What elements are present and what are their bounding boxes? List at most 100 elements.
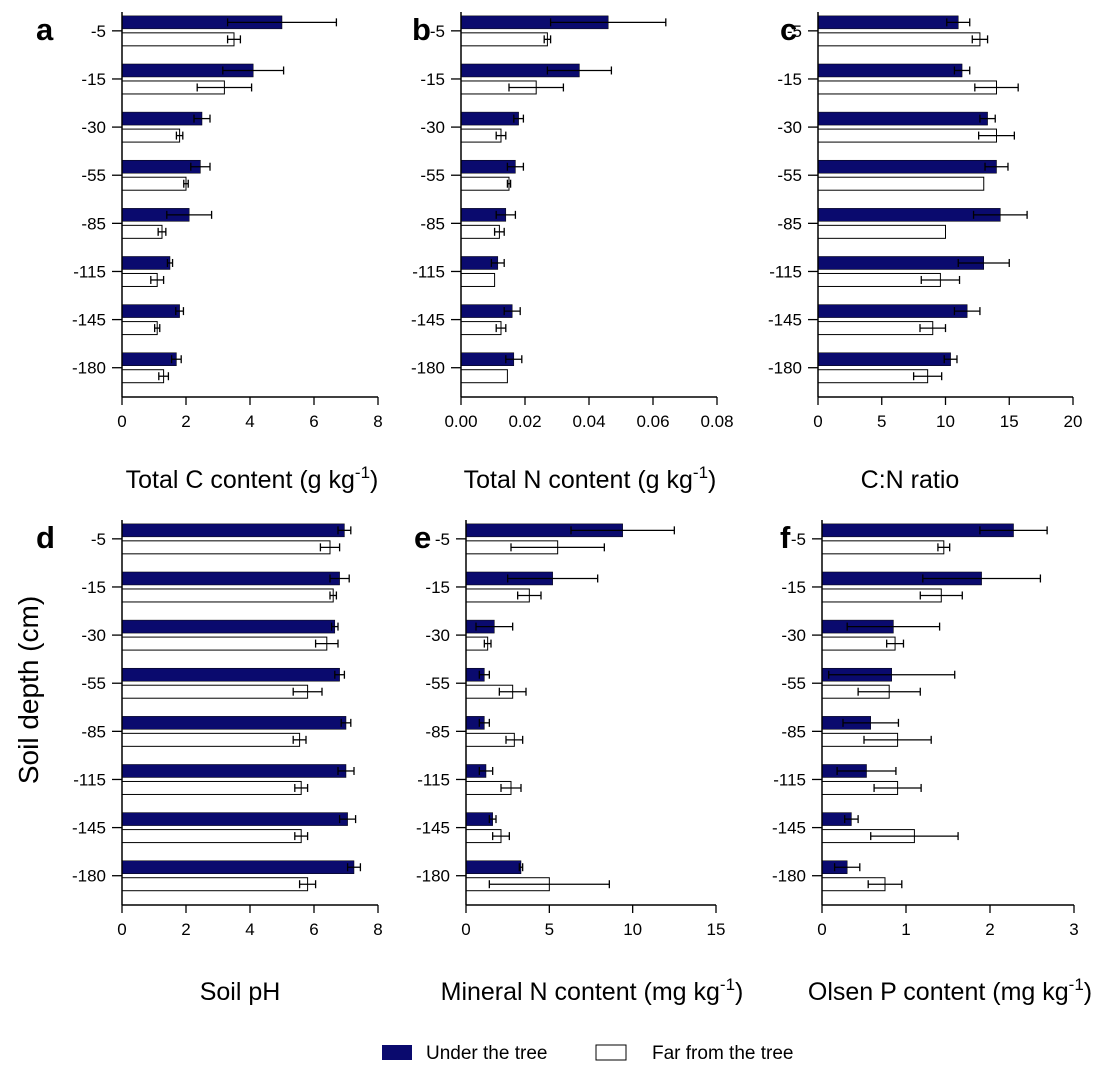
bar-a-under-6 bbox=[121, 304, 180, 318]
bar-c-far-7 bbox=[817, 369, 929, 384]
y-tick-label-d-3: -55 bbox=[81, 674, 106, 693]
y-tick-label-a-2: -30 bbox=[81, 118, 106, 137]
bar-c-far-6 bbox=[817, 321, 934, 336]
y-tick-label-c-2: -30 bbox=[777, 118, 802, 137]
x-tick-label-a-0: 0 bbox=[117, 412, 126, 431]
y-tick-label-c-1: -15 bbox=[777, 70, 802, 89]
bar-d-under-4 bbox=[121, 716, 347, 730]
bar-a-under-2 bbox=[121, 111, 203, 126]
y-tick-label-c-0: -5 bbox=[787, 22, 802, 41]
x-tick-label-c-4: 20 bbox=[1064, 412, 1083, 431]
y-tick-label-c-5: -115 bbox=[769, 262, 802, 281]
x-axis-label-e: Mineral N content (mg kg-1) bbox=[441, 975, 744, 1006]
x-tick-label-f-1: 1 bbox=[901, 920, 910, 939]
y-tick-label-f-1: -15 bbox=[781, 578, 806, 597]
x-tick-label-e-1: 5 bbox=[545, 920, 554, 939]
legend: Under the tree Far from the tree bbox=[382, 1043, 794, 1064]
x-tick-label-a-3: 6 bbox=[309, 412, 318, 431]
bar-d-far-7 bbox=[121, 877, 309, 892]
x-tick-label-d-0: 0 bbox=[117, 920, 126, 939]
bar-e-under-7 bbox=[465, 860, 522, 874]
bar-a-far-2 bbox=[121, 128, 181, 143]
bar-a-far-6 bbox=[121, 321, 158, 336]
y-tick-label-c-6: -145 bbox=[768, 311, 802, 330]
bar-b-far-2 bbox=[460, 128, 502, 143]
x-tick-label-e-2: 10 bbox=[623, 920, 642, 939]
y-tick-label-b-0: -5 bbox=[430, 22, 445, 41]
y-tick-label-d-6: -145 bbox=[72, 819, 106, 838]
x-axis-label-d: Soil pH bbox=[200, 978, 281, 1006]
bar-a-far-0 bbox=[121, 32, 235, 47]
y-tick-label-a-3: -55 bbox=[81, 166, 106, 185]
y-axis-label: Soil depth (cm) bbox=[13, 596, 44, 784]
y-tick-label-d-0: -5 bbox=[91, 530, 106, 549]
y-tick-label-f-0: -5 bbox=[791, 530, 806, 549]
panel-e: e -5 -15 -30 -55 -85 -115 -145 -180 0 5 10 15 Mineral… bbox=[414, 520, 743, 1006]
bar-b-far-5 bbox=[460, 272, 496, 287]
y-tick-label-f-2: -30 bbox=[781, 626, 806, 645]
legend-label-under: Under the tree bbox=[426, 1043, 547, 1064]
x-tick-label-a-2: 4 bbox=[245, 412, 254, 431]
y-tick-label-b-7: -180 bbox=[411, 359, 445, 378]
panel-a: a -5 -15 -30 -55 -85 -115 -145 -180 0 2 4 6 8 Total C … bbox=[36, 12, 383, 494]
bar-c-far-4 bbox=[817, 224, 946, 239]
bar-c-under-3 bbox=[817, 159, 997, 174]
bar-c-far-0 bbox=[817, 32, 981, 47]
panel-f: f -5 -15 -30 -55 -85 -115 -145 -180 0 1 2 3 Olsen P c… bbox=[772, 520, 1092, 1006]
x-axis-label-f: Olsen P content (mg kg-1) bbox=[808, 975, 1092, 1006]
bar-a-far-4 bbox=[121, 224, 163, 239]
bar-c-under-6 bbox=[817, 304, 968, 318]
y-tick-label-a-5: -115 bbox=[73, 262, 106, 281]
panel-letter: f bbox=[780, 520, 791, 555]
y-tick-label-e-2: -30 bbox=[425, 626, 450, 645]
y-tick-label-f-7: -180 bbox=[772, 867, 806, 886]
bar-b-far-6 bbox=[460, 321, 502, 336]
y-tick-label-f-4: -85 bbox=[781, 722, 806, 741]
x-tick-label-b-1: 0.02 bbox=[508, 412, 541, 431]
bar-d-far-3 bbox=[121, 684, 309, 699]
legend-swatch-far bbox=[595, 1044, 627, 1061]
bar-d-under-3 bbox=[121, 667, 340, 682]
bar-c-under-0 bbox=[817, 15, 959, 30]
y-tick-label-b-2: -30 bbox=[420, 118, 445, 137]
bar-d-far-4 bbox=[121, 732, 301, 747]
y-tick-label-d-4: -85 bbox=[81, 722, 106, 741]
y-tick-label-d-1: -15 bbox=[81, 578, 106, 597]
x-tick-label-d-4: 8 bbox=[373, 920, 382, 939]
x-tick-label-b-3: 0.06 bbox=[636, 412, 669, 431]
x-tick-label-c-2: 10 bbox=[936, 412, 955, 431]
bar-d-far-0 bbox=[121, 540, 331, 555]
x-tick-label-d-3: 6 bbox=[309, 920, 318, 939]
bar-c-under-7 bbox=[817, 352, 951, 366]
y-tick-label-a-0: -5 bbox=[91, 22, 106, 41]
bar-d-under-5 bbox=[121, 764, 347, 778]
bar-a-under-5 bbox=[121, 256, 171, 270]
bar-c-far-2 bbox=[817, 128, 997, 143]
y-tick-label-f-5: -115 bbox=[773, 770, 806, 789]
panel-letter: b bbox=[412, 12, 431, 47]
y-tick-label-b-5: -115 bbox=[412, 262, 445, 281]
bar-c-far-1 bbox=[817, 80, 997, 95]
bar-a-far-3 bbox=[121, 176, 187, 191]
bar-a-under-7 bbox=[121, 352, 177, 366]
x-tick-label-f-2: 2 bbox=[985, 920, 994, 939]
x-tick-label-c-3: 15 bbox=[1000, 412, 1019, 431]
bar-a-far-7 bbox=[121, 369, 165, 384]
y-tick-label-d-2: -30 bbox=[81, 626, 106, 645]
y-tick-label-b-3: -55 bbox=[420, 166, 445, 185]
bar-c-far-3 bbox=[817, 176, 985, 191]
bar-d-far-5 bbox=[121, 780, 302, 795]
y-tick-label-e-3: -55 bbox=[425, 674, 450, 693]
y-tick-label-f-3: -55 bbox=[781, 674, 806, 693]
panel-letter: d bbox=[36, 520, 55, 555]
bar-e-under-6 bbox=[465, 812, 493, 826]
bar-d-under-7 bbox=[121, 860, 355, 874]
y-tick-label-f-6: -145 bbox=[772, 819, 806, 838]
x-axis-label-a: Total C content (g kg-1) bbox=[126, 463, 379, 494]
bar-f-far-2 bbox=[821, 636, 896, 651]
bar-d-under-0 bbox=[121, 523, 345, 538]
panel-d: d -5 -15 -30 -55 -85 -115 -145 -180 0 2 4 6 8 Soil pH bbox=[36, 520, 383, 1006]
y-tick-label-d-5: -115 bbox=[73, 770, 106, 789]
y-tick-label-a-7: -180 bbox=[72, 359, 106, 378]
bar-d-far-1 bbox=[121, 588, 334, 603]
